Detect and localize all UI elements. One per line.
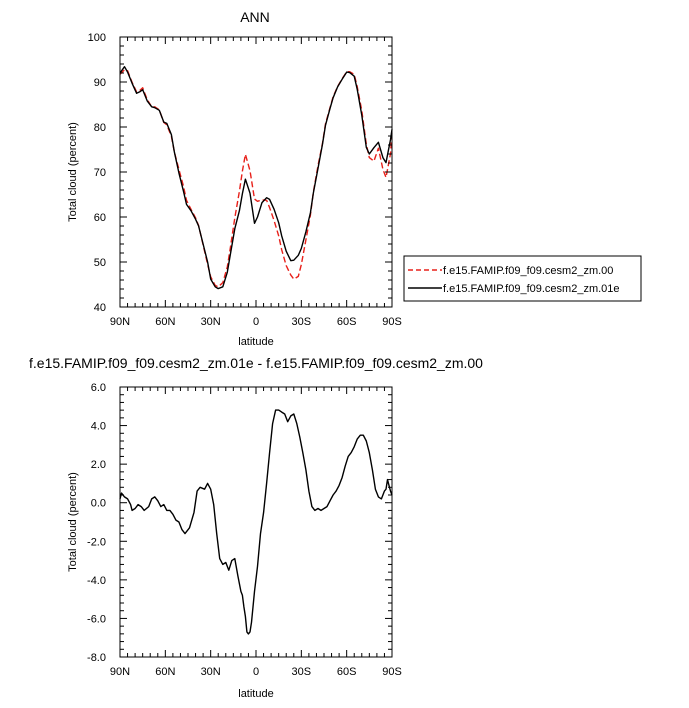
top-x-tick-label: 30N bbox=[201, 316, 221, 328]
top-y-tick-label: 90 bbox=[94, 77, 106, 89]
top-series-layer bbox=[119, 66, 393, 290]
bottom-y-tick-label: 0.0 bbox=[91, 498, 106, 510]
top-y-tick-label: 60 bbox=[94, 212, 106, 224]
top-series-line-1 bbox=[119, 66, 393, 290]
bottom-y-axis-label: Total cloud (percent) bbox=[67, 472, 79, 572]
bottom-x-tick-label: 30S bbox=[292, 666, 312, 678]
bottom-x-tick-label: 60N bbox=[155, 666, 175, 678]
bottom-x-tick-label: 0 bbox=[253, 666, 259, 678]
top-y-tick-label: 70 bbox=[94, 167, 106, 179]
legend: f.e15.FAMIP.f09_f09.cesm2_zm.00 f.e15.FA… bbox=[403, 255, 642, 302]
bottom-y-tick-label: -8.0 bbox=[87, 652, 106, 664]
top-y-axis-label: Total cloud (percent) bbox=[67, 122, 79, 222]
top-x-tick-label: 60N bbox=[155, 316, 175, 328]
bottom-x-axis-label: latitude bbox=[238, 688, 273, 700]
top-x-tick-label: 30S bbox=[292, 316, 312, 328]
top-x-tick-label: 60S bbox=[337, 316, 357, 328]
bottom-y-tick-label: 6.0 bbox=[91, 382, 106, 394]
bottom-tick-layer: 90N 60N 30N 0 30S 60S 90S -8.0 -6.0 -4.0 -2.0 0.0 2.… bbox=[87, 382, 402, 678]
bottom-y-tick-label: -2.0 bbox=[87, 536, 106, 548]
bottom-x-tick-label: 90S bbox=[382, 666, 402, 678]
bottom-series-layer bbox=[119, 409, 393, 635]
top-tick-layer: 90N 60N 30N 0 30S 60S 90S 40 50 60 70 80 90 100 bbox=[88, 32, 402, 328]
legend-label-series-01e: f.e15.FAMIP.f09_f09.cesm2_zm.01e bbox=[443, 283, 620, 295]
bottom-y-tick-label: -4.0 bbox=[87, 575, 106, 587]
bottom-panel: f.e15.FAMIP.f09_f09.cesm2_zm.01e - f.e15… bbox=[29, 355, 483, 700]
top-y-tick-label: 40 bbox=[94, 302, 106, 314]
bottom-x-tick-label: 90N bbox=[110, 666, 130, 678]
legend-box bbox=[403, 255, 642, 302]
top-x-tick-label: 90N bbox=[110, 316, 130, 328]
top-x-tick-label: 0 bbox=[253, 316, 259, 328]
top-y-tick-label: 100 bbox=[88, 32, 106, 44]
top-x-tick-label: 90S bbox=[382, 316, 402, 328]
top-series-line-0 bbox=[119, 69, 393, 288]
bottom-x-tick-label: 30N bbox=[201, 666, 221, 678]
top-y-tick-label: 80 bbox=[94, 122, 106, 134]
bottom-x-tick-label: 60S bbox=[337, 666, 357, 678]
legend-label-series-00: f.e15.FAMIP.f09_f09.cesm2_zm.00 bbox=[443, 265, 613, 277]
top-chart-title: ANN bbox=[240, 9, 270, 25]
bottom-chart-title: f.e15.FAMIP.f09_f09.cesm2_zm.01e - f.e15… bbox=[29, 355, 483, 371]
top-x-axis-label: latitude bbox=[238, 336, 273, 348]
bottom-y-tick-label: -6.0 bbox=[87, 613, 106, 625]
bottom-plot-frame bbox=[119, 386, 393, 658]
top-panel: ANN 90N 60N 30N 0 30S 60S 90S 40 50 60 70 80 90 100 l… bbox=[67, 9, 402, 348]
top-y-tick-label: 50 bbox=[94, 257, 106, 269]
bottom-y-tick-label: 2.0 bbox=[91, 459, 106, 471]
bottom-series-line-0 bbox=[119, 409, 393, 635]
top-plot-frame bbox=[119, 36, 393, 308]
bottom-y-tick-label: 4.0 bbox=[91, 421, 106, 433]
